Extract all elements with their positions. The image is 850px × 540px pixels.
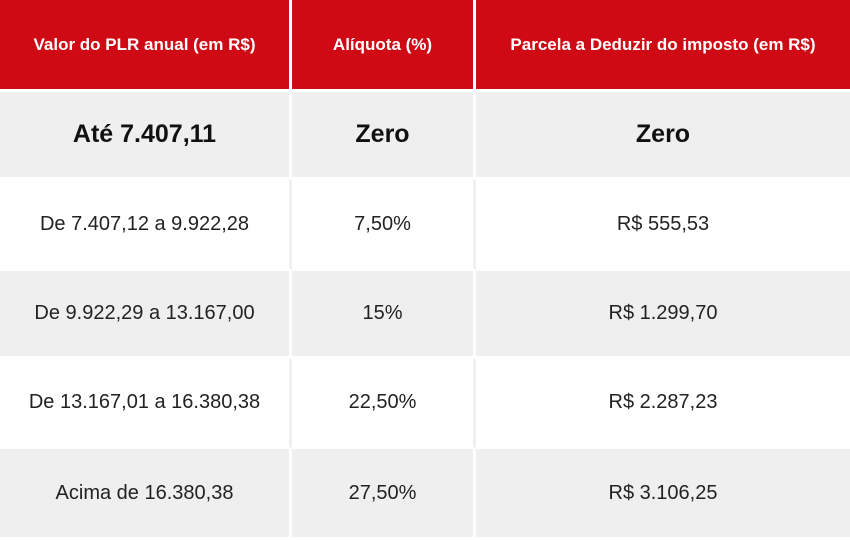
header-plr-value: Valor do PLR anual (em R$): [0, 0, 292, 92]
table-cell-deduction: R$ 2.287,23: [476, 359, 850, 449]
table-cell-rate: Zero: [292, 92, 476, 180]
table-cell-deduction: R$ 3.106,25: [476, 449, 850, 540]
table-cell-rate: 27,50%: [292, 449, 476, 540]
table-cell-range: De 7.407,12 a 9.922,28: [0, 180, 292, 271]
table-cell-deduction: R$ 555,53: [476, 180, 850, 271]
table-cell-range: De 13.167,01 a 16.380,38: [0, 359, 292, 449]
header-tax-rate: Alíquota (%): [292, 0, 476, 92]
table-cell-range: Até 7.407,11: [0, 92, 292, 180]
table-cell-deduction: Zero: [476, 92, 850, 180]
table-cell-range: Acima de 16.380,38: [0, 449, 292, 540]
table-cell-rate: 7,50%: [292, 180, 476, 271]
table-cell-range: De 9.922,29 a 13.167,00: [0, 271, 292, 359]
table-cell-deduction: R$ 1.299,70: [476, 271, 850, 359]
table-cell-rate: 22,50%: [292, 359, 476, 449]
table-cell-rate: 15%: [292, 271, 476, 359]
header-deduction: Parcela a Deduzir do imposto (em R$): [476, 0, 850, 92]
